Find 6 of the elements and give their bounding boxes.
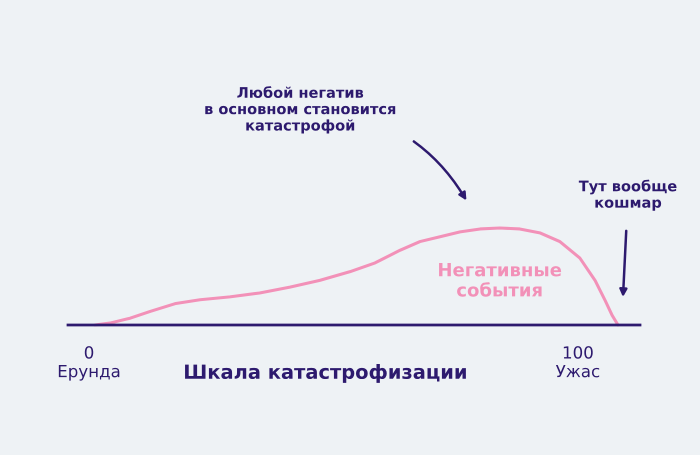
text: Любой негатив в основном становится катастрофой [205,86,396,134]
x-tick-label: 0 Ерунда [58,346,120,381]
x-tick-label: 100 Ужас [556,346,600,378]
text: Тут вообще кошмар [578,180,677,211]
x-axis-title: Шкала катастрофизации [185,364,466,383]
series-label: Негативные события [439,263,562,297]
